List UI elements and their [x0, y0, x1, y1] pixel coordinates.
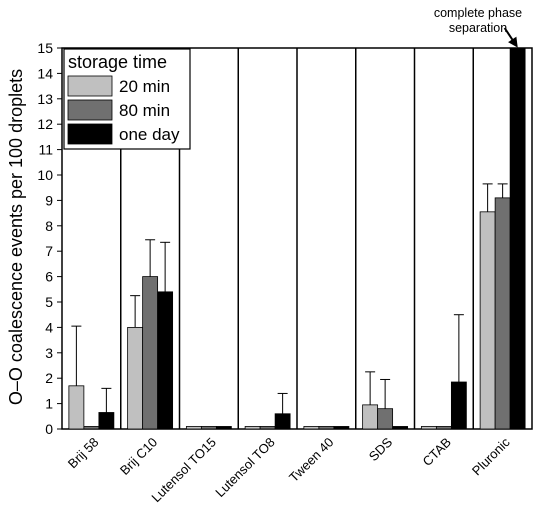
y-tick-label: 2	[45, 370, 53, 386]
x-tick-label: Brij 58	[65, 435, 102, 472]
legend-label: one day	[119, 125, 180, 144]
legend-swatch	[67, 123, 113, 145]
y-tick-label: 12	[37, 116, 53, 132]
bar	[420, 426, 437, 430]
x-tick-label: SDS	[366, 434, 396, 464]
bar	[333, 426, 350, 430]
legend-label: 80 min	[119, 101, 170, 120]
bar	[259, 426, 276, 430]
annotation-arrow	[503, 27, 518, 48]
x-tick-label: CTAB	[420, 435, 454, 469]
legend-swatch	[67, 75, 113, 97]
y-tick-label: 7	[45, 243, 53, 259]
bar	[494, 197, 511, 430]
y-tick-label: 10	[37, 167, 53, 183]
y-tick-label: 14	[37, 65, 53, 81]
y-axis-label: O–O coalescence events per 100 droplets	[6, 69, 26, 405]
bar	[392, 426, 409, 430]
y-tick-label: 9	[45, 192, 53, 208]
annotation-text: complete phase	[434, 6, 522, 20]
y-tick-label: 13	[37, 91, 53, 107]
legend-swatch	[67, 99, 113, 121]
bar	[98, 412, 115, 430]
bar	[435, 426, 452, 430]
y-tick-label: 3	[45, 345, 53, 361]
bar	[127, 326, 144, 430]
x-tick-label: Lutensol TO8	[212, 435, 277, 500]
bar	[215, 426, 232, 430]
y-tick-label: 15	[37, 40, 53, 56]
bar	[479, 211, 496, 430]
bar	[83, 426, 100, 430]
x-tick-label: Pluronic	[469, 434, 513, 478]
bar	[362, 404, 379, 430]
x-tick-label: Tween 40	[286, 435, 336, 485]
x-tick-label: Brij C10	[117, 435, 160, 478]
bar	[244, 426, 261, 430]
bar	[303, 426, 320, 430]
legend-label: 20 min	[119, 77, 170, 96]
y-tick-label: 1	[45, 396, 53, 412]
legend-title: storage time	[68, 52, 167, 72]
bar	[377, 408, 394, 430]
bar	[157, 291, 174, 430]
y-tick-label: 4	[45, 319, 53, 335]
bar	[274, 413, 291, 430]
annotation-text: separation	[449, 21, 507, 35]
bar	[68, 385, 85, 430]
y-tick-label: 5	[45, 294, 53, 310]
bar	[509, 47, 526, 430]
bar	[185, 426, 202, 430]
bar	[142, 276, 159, 430]
y-tick-label: 11	[38, 142, 53, 158]
bar	[450, 381, 467, 430]
bar	[200, 426, 217, 430]
y-tick-label: 8	[45, 218, 53, 234]
y-tick-label: 6	[45, 269, 53, 285]
y-tick-label: 0	[45, 421, 53, 437]
bar	[318, 426, 335, 430]
